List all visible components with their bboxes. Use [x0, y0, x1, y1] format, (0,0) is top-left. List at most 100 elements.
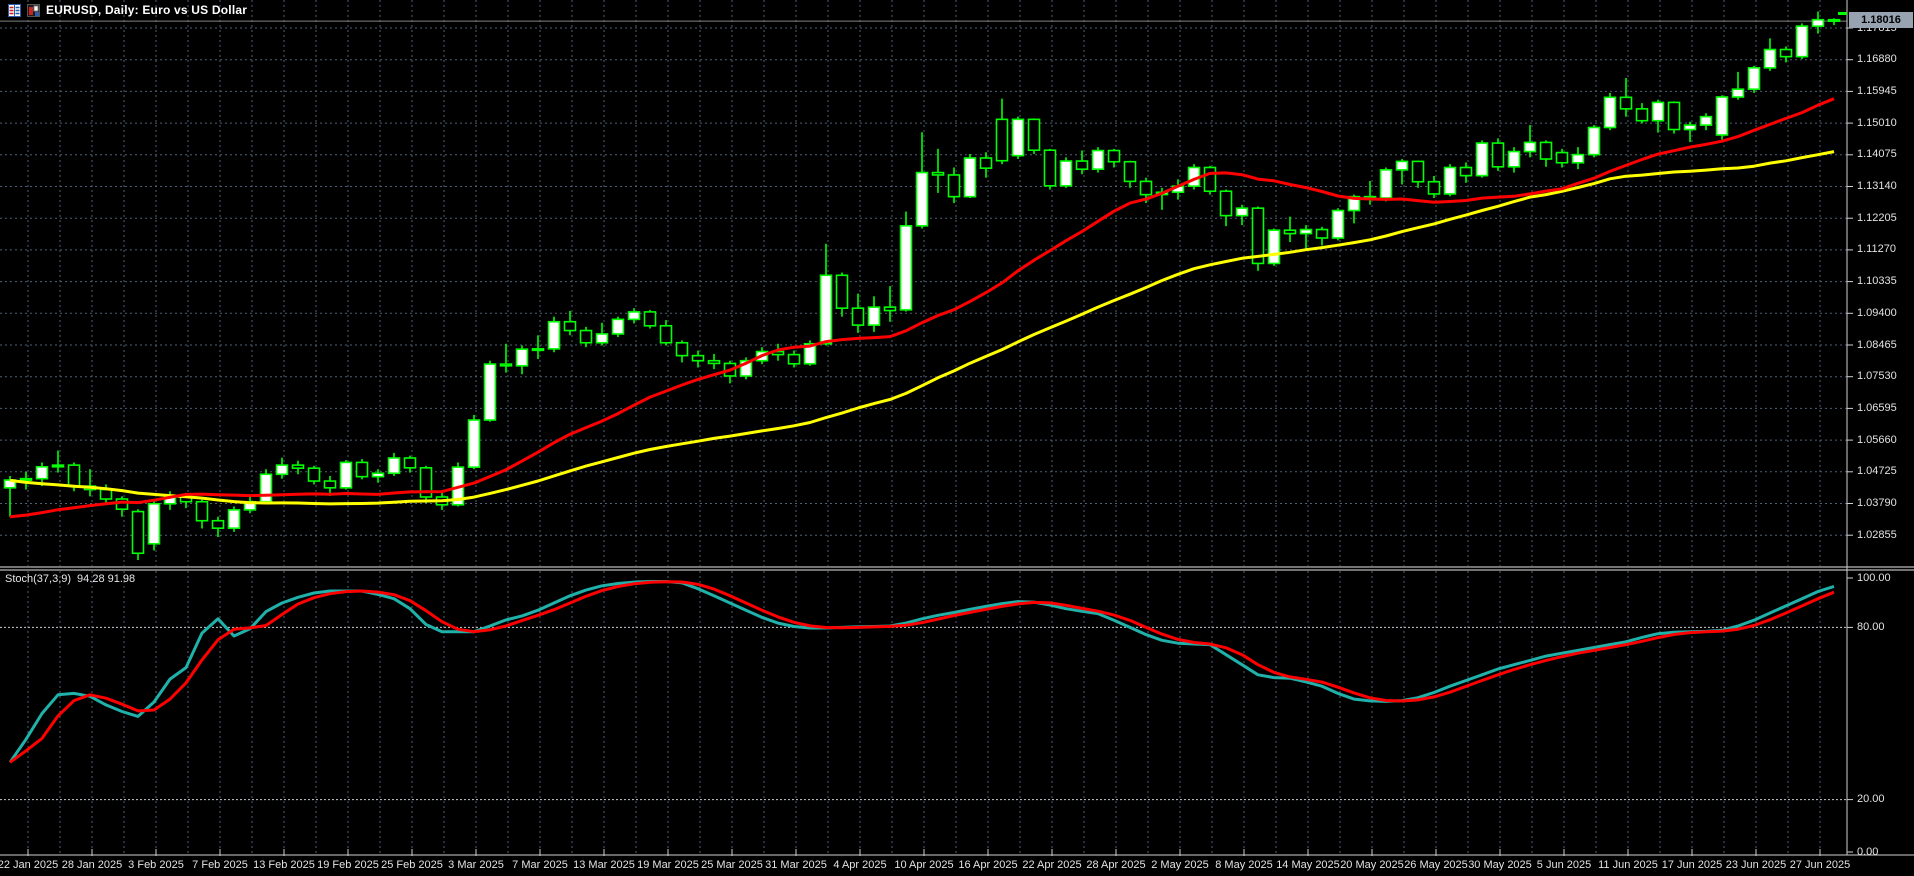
- price-axis-label: 1.09400: [1857, 306, 1897, 319]
- candle-body: [707, 359, 721, 365]
- candle-body: [1139, 180, 1153, 196]
- price-axis-label: 1.16880: [1857, 53, 1897, 66]
- price-axis-label: 1.11270: [1857, 243, 1896, 256]
- time-axis-label: 23 Jun 2025: [1725, 859, 1787, 871]
- candle-body: [1475, 142, 1489, 177]
- candle-body: [1091, 149, 1105, 170]
- price-axis-label: 1.08465: [1857, 338, 1897, 351]
- time-axis-label: 31 Mar 2025: [765, 859, 827, 871]
- price-axis-label: 1.07530: [1857, 370, 1897, 383]
- candle-body: [1491, 142, 1505, 168]
- candle-body: [979, 157, 993, 169]
- current-price-box: 1.18016: [1849, 12, 1913, 28]
- chart-title-bar: EURUSD, Daily: Euro vs US Dollar: [8, 3, 247, 17]
- candle-body: [1235, 207, 1249, 217]
- price-axis-label: 1.04725: [1857, 465, 1897, 478]
- candle-body: [563, 320, 577, 332]
- bid-marker: [1838, 12, 1847, 15]
- indicator-axis-label: 0.00: [1857, 845, 1879, 858]
- candle-body: [483, 363, 497, 421]
- candle-body: [675, 341, 689, 357]
- candle-body: [1395, 160, 1409, 171]
- price-axis-label: 1.05660: [1857, 433, 1897, 446]
- candle-body: [659, 324, 673, 344]
- candle-body: [883, 306, 897, 312]
- indicator-values: 94.28 91.98: [77, 573, 136, 585]
- candle-body: [1443, 166, 1457, 195]
- candle-body: [1795, 25, 1809, 58]
- candle-body: [1011, 118, 1025, 157]
- time-axis-label: 4 Apr 2025: [833, 859, 887, 871]
- candle-body: [579, 329, 593, 344]
- candle-body: [1459, 166, 1473, 177]
- candle-body: [1075, 160, 1089, 170]
- candle-body: [307, 467, 321, 482]
- quotes-table-icon: [8, 3, 21, 17]
- candle-body: [1603, 96, 1617, 129]
- time-axis-label: 19 Feb 2025: [317, 859, 379, 871]
- time-axis-label: 10 Apr 2025: [894, 859, 954, 871]
- candle-body: [1667, 101, 1681, 131]
- candle-body: [1715, 96, 1729, 136]
- candle-body: [867, 306, 881, 326]
- candle-body: [1027, 118, 1041, 152]
- candle-body: [739, 359, 753, 377]
- indicator-name: Stoch(37,3,9): [5, 573, 72, 585]
- candle-body: [147, 502, 161, 545]
- candle-body: [339, 461, 353, 489]
- candle-body: [1587, 126, 1601, 156]
- candle-body: [595, 333, 609, 344]
- candle-body: [611, 318, 625, 335]
- time-axis-label: 3 Mar 2025: [448, 859, 504, 871]
- time-axis-label: 16 Apr 2025: [958, 859, 1018, 871]
- candle-body: [19, 477, 33, 481]
- stoch-signal-line: [9, 580, 1835, 764]
- time-axis-label: 28 Jan 2025: [61, 859, 123, 871]
- time-axis-label: 20 May 2025: [1340, 859, 1404, 871]
- price-axis-label: 1.15945: [1857, 84, 1897, 97]
- candle-body: [403, 457, 417, 469]
- current-price-value: 1.18016: [1861, 14, 1901, 26]
- candle-body: [1507, 150, 1521, 168]
- candle-body: [1203, 166, 1217, 193]
- price-axis-label: 1.03790: [1857, 497, 1897, 509]
- candle-body: [1699, 115, 1713, 126]
- time-axis-label: 3 Feb 2025: [128, 859, 184, 871]
- candle-body: [1731, 88, 1745, 98]
- time-axis-label: 30 May 2025: [1468, 859, 1532, 871]
- candle-body: [835, 274, 849, 309]
- candle-body: [291, 464, 305, 469]
- candle-body: [547, 320, 561, 350]
- candle-body: [1299, 228, 1313, 235]
- time-axis-label: 14 May 2025: [1276, 859, 1340, 871]
- candle-body: [851, 307, 865, 326]
- price-axis-label: 1.10335: [1857, 275, 1897, 288]
- time-axis-label: 27 Jun 2025: [1789, 859, 1851, 871]
- candle-body: [1059, 160, 1073, 187]
- candle-body: [1651, 101, 1665, 122]
- candle-body: [787, 353, 801, 365]
- stoch-main-line: [8, 580, 1835, 764]
- candle-body: [35, 466, 49, 480]
- time-axis-label: 13 Feb 2025: [253, 859, 315, 871]
- candle-body: [1571, 153, 1585, 164]
- candle-body: [131, 510, 145, 555]
- price-axis-label: 1.02855: [1857, 528, 1897, 541]
- candle-body: [115, 498, 129, 510]
- indicator-axis-label: 100.00: [1857, 571, 1891, 584]
- time-axis-label: 13 Mar 2025: [573, 859, 635, 871]
- price-axis-label: 1.15010: [1857, 116, 1897, 129]
- candle-body: [467, 419, 481, 468]
- candle-body: [1811, 18, 1825, 27]
- candle-body: [515, 348, 529, 367]
- time-axis-label: 22 Apr 2025: [1022, 859, 1082, 871]
- indicator-label: Stoch(37,3,9) 94.28 91.98: [5, 573, 141, 585]
- candle-body: [531, 348, 545, 352]
- candle-body: [1523, 141, 1537, 153]
- candle-body: [419, 467, 433, 498]
- price-axis-label: 1.14075: [1857, 148, 1897, 161]
- candle-body: [1043, 149, 1057, 187]
- time-axis-label: 7 Feb 2025: [192, 859, 248, 871]
